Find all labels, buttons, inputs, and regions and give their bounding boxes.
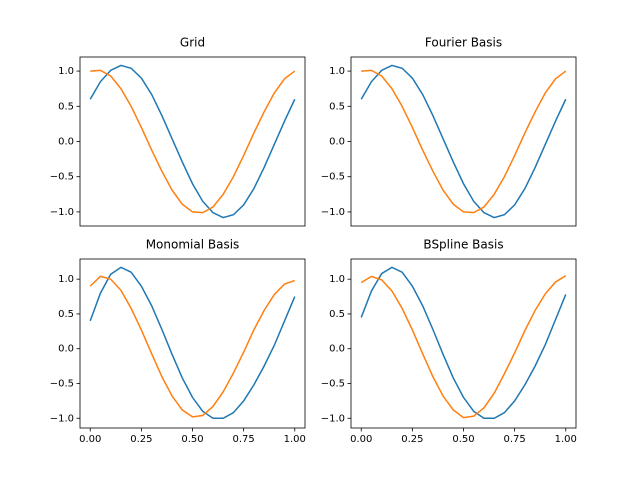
y-tick-label: 0.0 <box>329 137 345 148</box>
series-line <box>360 275 567 419</box>
y-tick-label: 0.5 <box>329 101 345 112</box>
y-tick-label: 1.0 <box>329 66 345 77</box>
x-tick-label: 0.00 <box>79 434 101 445</box>
subplot-title: BSpline Basis <box>423 238 503 252</box>
y-tick-label: 0.0 <box>58 137 74 148</box>
x-tick-label: 0.25 <box>401 434 423 445</box>
axes-frame <box>350 258 577 429</box>
x-tick-label: 0.25 <box>130 434 152 445</box>
x-tick-label: 0.00 <box>350 434 372 445</box>
series-line <box>90 69 296 214</box>
y-tick-label: −1.0 <box>321 413 345 424</box>
subplot-title: Grid <box>180 36 205 50</box>
series-line <box>89 266 296 420</box>
y-tick-label: −1.0 <box>321 207 345 218</box>
x-tick-label: 0.50 <box>452 434 474 445</box>
x-tick-label: 0.50 <box>181 434 203 445</box>
y-tick-label: −0.5 <box>321 172 345 183</box>
series-line <box>361 69 567 214</box>
axes-frame <box>350 56 577 227</box>
y-tick-label: −1.0 <box>50 207 74 218</box>
subplot-title: Fourier Basis <box>425 36 502 50</box>
series-line <box>360 64 567 219</box>
subplot-title: Monomial Basis <box>146 238 240 252</box>
y-tick-label: 1.0 <box>58 66 74 77</box>
y-tick-label: 1.0 <box>329 274 345 285</box>
y-tick-label: −0.5 <box>321 378 345 389</box>
x-tick-label: 0.75 <box>504 434 526 445</box>
y-tick-label: 0.5 <box>329 309 345 320</box>
series-line <box>360 266 567 420</box>
y-tick-label: 0.5 <box>58 309 74 320</box>
axes-frame <box>79 56 306 227</box>
y-tick-label: 1.0 <box>58 274 74 285</box>
y-tick-label: 0.0 <box>58 344 74 355</box>
y-tick-label: 0.5 <box>58 101 74 112</box>
series-line <box>89 64 296 219</box>
x-tick-label: 1.00 <box>284 434 306 445</box>
y-tick-label: −0.5 <box>50 378 74 389</box>
x-tick-label: 1.00 <box>555 434 577 445</box>
series-line <box>89 275 296 418</box>
y-tick-label: −1.0 <box>50 413 74 424</box>
x-tick-label: 0.75 <box>233 434 255 445</box>
axes-frame <box>79 258 306 429</box>
y-tick-label: 0.0 <box>329 344 345 355</box>
y-tick-label: −0.5 <box>50 172 74 183</box>
